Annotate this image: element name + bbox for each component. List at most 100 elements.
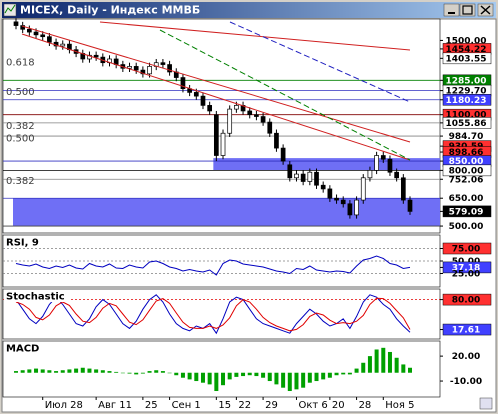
trend-line — [21, 33, 411, 161]
x-tick-label: Июл 28 — [45, 400, 83, 411]
histogram-bar — [221, 372, 226, 386]
fib-label: 0.500 — [6, 133, 35, 144]
x-tick-label: 20 — [332, 400, 345, 411]
candle-body — [407, 199, 413, 212]
histogram-bar — [27, 369, 32, 373]
histogram-bar — [160, 371, 165, 373]
price-box — [442, 323, 492, 336]
panel-title: MACD — [6, 344, 39, 355]
candle-body — [127, 66, 132, 69]
fib-label: 0.382 — [6, 121, 35, 132]
x-tick-label: Авг 11 — [98, 400, 132, 411]
candle-body — [374, 155, 379, 171]
histogram-bar — [281, 372, 286, 388]
candle-body — [93, 54, 99, 58]
histogram-bar — [187, 372, 192, 380]
histogram-bar — [80, 367, 85, 373]
candle-body — [260, 116, 266, 123]
price-box — [442, 242, 492, 255]
candle-body — [160, 62, 166, 65]
histogram-bar — [294, 372, 299, 390]
y-tick-label: 75.00 — [452, 245, 480, 255]
histogram-bar — [261, 372, 266, 378]
window-buttons — [443, 3, 494, 17]
fib-label: 0.382 — [6, 176, 35, 187]
histogram-bar — [140, 372, 145, 374]
histogram-bar — [67, 369, 72, 373]
fib-label: 0.500 — [6, 87, 35, 98]
candle-body — [220, 132, 226, 156]
histogram-bar — [274, 372, 279, 385]
trend-lines — [21, 21, 411, 161]
candle-body — [227, 108, 233, 134]
trend-line — [159, 29, 411, 161]
y-tick-label: 1100.00 — [446, 111, 487, 121]
candle-body — [280, 147, 286, 162]
trend-line — [99, 21, 411, 51]
histogram-bar — [87, 368, 92, 373]
histogram-bar — [214, 372, 219, 392]
maximize-glyph — [462, 5, 473, 15]
candle-body — [247, 110, 253, 116]
histogram-bar — [287, 372, 292, 392]
candle-body — [60, 43, 66, 47]
minimize-button[interactable] — [443, 3, 460, 17]
price-box — [442, 117, 492, 129]
window-icon-glyph — [4, 4, 16, 14]
histogram-bar — [134, 372, 139, 375]
y-tick-label: 80.00 — [452, 296, 480, 306]
candle-body — [307, 171, 313, 182]
corner-icon[interactable] — [479, 397, 493, 410]
y-tick-label: 800.00 — [449, 166, 484, 176]
candle-body — [147, 66, 152, 75]
histogram-bar — [234, 372, 239, 377]
close-glyph — [480, 5, 491, 15]
indicator-line — [15, 255, 411, 276]
histogram-bar — [94, 369, 99, 373]
zone — [13, 198, 440, 227]
histogram-bar — [147, 371, 152, 373]
x-tick-label: 22 — [238, 400, 251, 411]
maximize-button[interactable] — [459, 3, 476, 17]
x-tick-label: Ноя 5 — [385, 400, 414, 411]
candle-body — [13, 21, 19, 26]
candle-body — [287, 164, 293, 179]
y-tick-label: 1454.22 — [446, 45, 487, 55]
y-tick-label: 850.00 — [449, 157, 484, 167]
price-box — [442, 261, 492, 274]
y-tick-label: 1403.55 — [446, 54, 487, 64]
candle-body — [200, 95, 206, 106]
fib-label: 0.618 — [6, 57, 35, 68]
histogram-bar — [241, 372, 246, 377]
candle-body — [300, 173, 306, 182]
histogram-bar — [227, 372, 232, 380]
candle-body — [47, 36, 52, 43]
y-tick-label: 984.70 — [449, 132, 484, 142]
histogram-bar — [107, 371, 112, 373]
candle-body — [267, 121, 273, 134]
candle-body — [133, 66, 139, 71]
histogram-bar — [207, 372, 212, 385]
candle-body — [180, 77, 186, 90]
y-tick-label: 650.00 — [449, 194, 484, 204]
candle-body — [167, 64, 172, 73]
histogram-bar — [401, 364, 406, 373]
histogram-bar — [200, 372, 205, 383]
histogram-bar — [321, 372, 326, 380]
candle-body — [193, 92, 199, 97]
y-tick-label: 20.00 — [452, 352, 480, 362]
histogram-bar — [127, 372, 132, 374]
histogram-bar — [267, 372, 272, 382]
x-tick-label: Сен 1 — [172, 400, 201, 411]
histogram-bar — [408, 367, 412, 373]
panel-title-bg — [4, 342, 33, 354]
candle-body — [33, 31, 39, 36]
zone — [213, 158, 440, 171]
histogram-bar — [301, 372, 306, 388]
histogram-bar — [334, 372, 339, 376]
panel-title-bg — [4, 290, 70, 302]
candle-body — [334, 197, 339, 201]
y-tick-label: 25.00 — [452, 270, 480, 280]
histogram-bar — [167, 372, 172, 374]
y-tick-label: 1229.70 — [446, 87, 487, 97]
